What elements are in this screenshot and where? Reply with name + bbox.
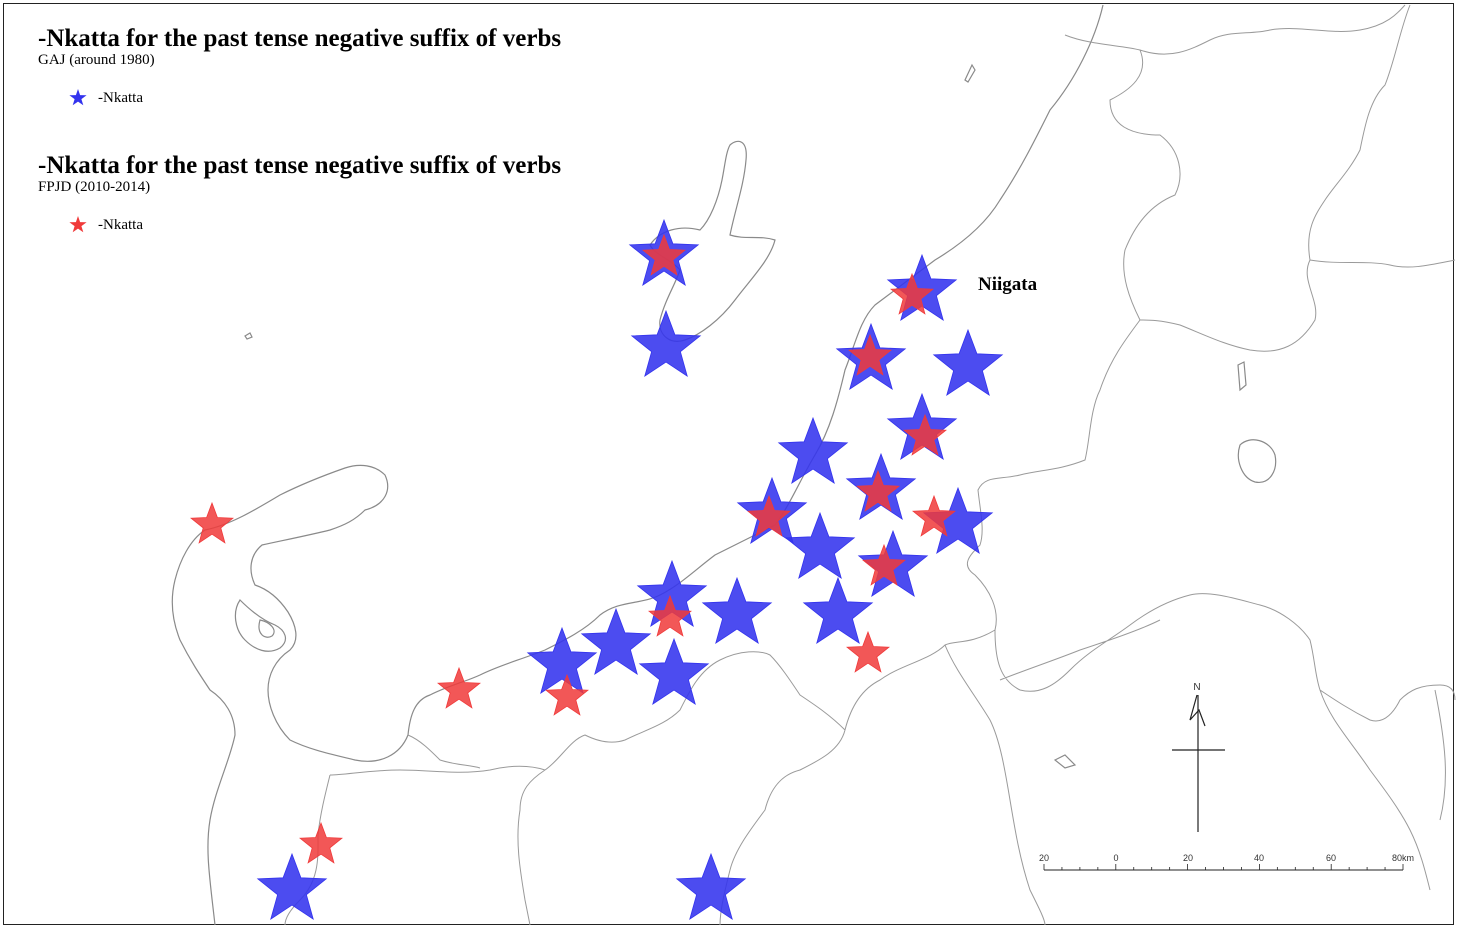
legend-subtitle-gaj: GAJ (around 1980) xyxy=(38,52,155,68)
city-label-niigata: Niigata xyxy=(978,274,1038,295)
islet-1 xyxy=(964,63,976,83)
north-arrow: N xyxy=(1172,682,1225,832)
scale-label-20: 20 xyxy=(1183,853,1193,863)
fpjd-nkatta-star-8 xyxy=(862,543,906,586)
nanao-bay xyxy=(234,599,287,652)
fpjd-nkatta-star-14 xyxy=(299,821,343,864)
gaj-nkatta-star-20 xyxy=(675,852,747,921)
scale-label-20-left: 20 xyxy=(1039,853,1049,863)
fpjd-nkatta-star-9 xyxy=(648,594,692,637)
gaj-nkatta-star-16 xyxy=(802,576,874,645)
red-star-icon xyxy=(69,216,87,233)
fpjd-nkatta-star-4 xyxy=(903,413,947,456)
legend-item-fpjd: -Nkatta xyxy=(68,215,143,235)
fpjd-nkatta-star-10 xyxy=(846,630,890,673)
gaj-nkatta-star-2 xyxy=(630,309,702,378)
gaj-nkatta-star-17 xyxy=(526,626,598,695)
scale-label-60: 60 xyxy=(1326,853,1336,863)
legend-title-gaj: -Nkatta for the past tense negative suff… xyxy=(38,25,562,52)
legend-item-gaj: -Nkatta xyxy=(68,88,143,108)
fpjd-nkatta-star-13 xyxy=(190,501,234,544)
north-label: N xyxy=(1193,682,1200,693)
legend-title-fpjd: -Nkatta for the past tense negative suff… xyxy=(38,152,562,179)
legend-label-gaj: -Nkatta xyxy=(98,89,143,106)
gaj-nkatta-star-7 xyxy=(777,416,849,485)
gaj-nkatta-star-15 xyxy=(701,576,773,645)
gaj-nkatta-star-14 xyxy=(580,607,652,676)
gaj-nkatta-star-5 xyxy=(932,328,1004,397)
scale-bar: 20 0 20 40 60 80km xyxy=(1039,853,1414,871)
fpjd-stars xyxy=(190,233,956,864)
islet-2 xyxy=(244,332,253,340)
scale-label-80km: 80km xyxy=(1392,853,1414,863)
legend-label-fpjd: -Nkatta xyxy=(98,216,143,233)
scale-label-40: 40 xyxy=(1254,853,1264,863)
legend-subtitle-fpjd: FPJD (2010-2014) xyxy=(38,179,151,195)
honshu-coastline xyxy=(171,4,1104,926)
prefecture-borders xyxy=(284,4,1456,926)
fpjd-nkatta-star-3 xyxy=(848,333,892,376)
gaj-nkatta-star-11 xyxy=(784,511,856,580)
map-frame xyxy=(3,3,1454,925)
gaj-nkatta-star-19 xyxy=(256,852,328,921)
blue-star-icon xyxy=(69,89,87,106)
inawashiro-lake xyxy=(1237,439,1277,483)
fpjd-nkatta-star-5 xyxy=(856,469,900,512)
lake-small-2 xyxy=(1053,754,1077,769)
fpjd-nkatta-star-6 xyxy=(747,494,791,537)
lake-small xyxy=(1237,361,1247,392)
fpjd-nkatta-star-7 xyxy=(912,494,956,537)
scale-label-0: 0 xyxy=(1113,853,1118,863)
fpjd-nkatta-star-12 xyxy=(437,666,481,709)
noto-island xyxy=(258,619,275,638)
fpjd-nkatta-star-2 xyxy=(890,272,934,315)
gaj-nkatta-star-18 xyxy=(638,637,710,706)
fpjd-nkatta-star-1 xyxy=(642,233,686,276)
fpjd-nkatta-star-11 xyxy=(545,673,589,716)
